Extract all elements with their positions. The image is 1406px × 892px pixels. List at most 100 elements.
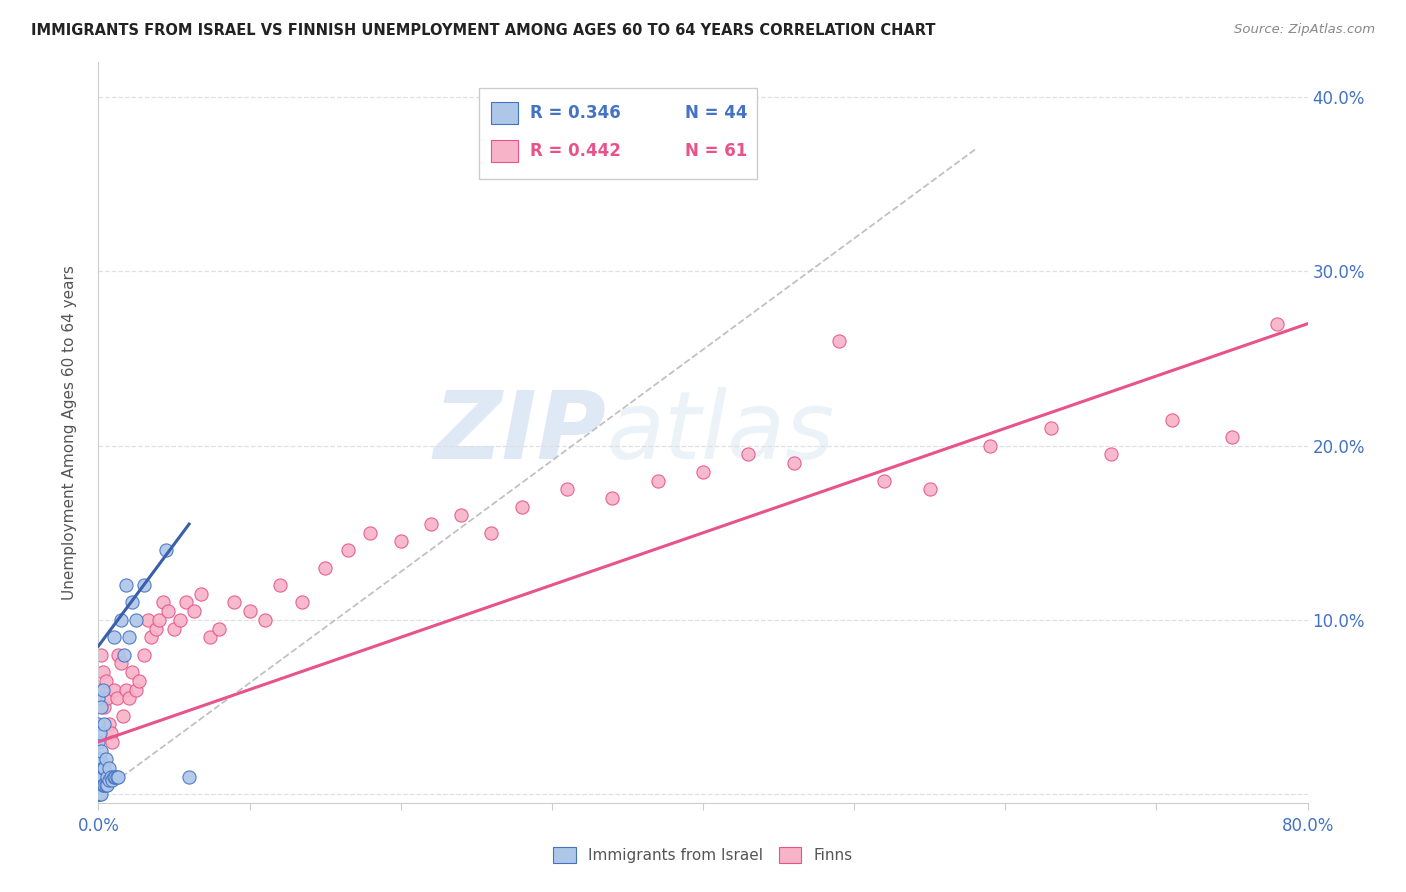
Point	[105, 770, 128, 784]
Text: R = 0.442: R = 0.442	[530, 143, 621, 161]
Point	[91, 778, 114, 792]
Point	[100, 770, 122, 784]
Point	[253, 613, 276, 627]
Point	[141, 630, 163, 644]
Text: N = 61: N = 61	[685, 143, 747, 161]
Point	[125, 613, 148, 627]
Point	[91, 665, 114, 680]
Point	[90, 648, 112, 662]
Point	[87, 787, 110, 801]
Point	[132, 648, 155, 662]
Point	[156, 604, 179, 618]
Point	[94, 673, 117, 688]
Text: atlas: atlas	[606, 387, 835, 478]
Point	[87, 752, 110, 766]
Point	[90, 770, 112, 784]
Point	[87, 682, 110, 697]
Point	[90, 700, 112, 714]
Point	[208, 622, 231, 636]
Point	[96, 778, 118, 792]
Point	[87, 770, 110, 784]
Point	[118, 691, 141, 706]
Point	[174, 595, 197, 609]
Point	[101, 773, 124, 788]
Point	[1267, 317, 1289, 331]
Point	[93, 761, 115, 775]
Point	[450, 508, 472, 523]
Point	[136, 613, 159, 627]
Text: IMMIGRANTS FROM ISRAEL VS FINNISH UNEMPLOYMENT AMONG AGES 60 TO 64 YEARS CORRELA: IMMIGRANTS FROM ISRAEL VS FINNISH UNEMPL…	[31, 23, 935, 38]
Point	[110, 613, 132, 627]
Point	[94, 778, 117, 792]
Point	[98, 717, 121, 731]
Point	[647, 474, 669, 488]
Point	[110, 657, 132, 671]
Point	[148, 613, 170, 627]
Text: R = 0.346: R = 0.346	[530, 103, 621, 122]
Point	[111, 708, 134, 723]
Point	[87, 761, 110, 775]
Point	[89, 787, 111, 801]
Point	[389, 534, 412, 549]
Point	[98, 761, 121, 775]
Point	[1220, 430, 1243, 444]
Text: Source: ZipAtlas.com: Source: ZipAtlas.com	[1234, 23, 1375, 37]
Point	[91, 682, 114, 697]
FancyBboxPatch shape	[479, 88, 758, 178]
Point	[107, 770, 129, 784]
Point	[89, 752, 111, 766]
Point	[692, 465, 714, 479]
Point	[87, 787, 110, 801]
Point	[121, 595, 143, 609]
Text: N = 44: N = 44	[685, 103, 748, 122]
Point	[87, 735, 110, 749]
Point	[224, 595, 246, 609]
FancyBboxPatch shape	[492, 140, 517, 162]
Point	[190, 587, 212, 601]
Point	[125, 682, 148, 697]
FancyBboxPatch shape	[492, 102, 517, 124]
Point	[169, 613, 191, 627]
Point	[93, 717, 115, 731]
Point	[602, 491, 624, 505]
Point	[873, 474, 896, 488]
Point	[918, 482, 941, 496]
Point	[1099, 447, 1122, 461]
Point	[145, 622, 167, 636]
Point	[93, 700, 115, 714]
Point	[828, 334, 851, 348]
Point	[103, 682, 125, 697]
Point	[1039, 421, 1062, 435]
Point	[155, 543, 177, 558]
Point	[94, 752, 117, 766]
Point	[481, 525, 503, 540]
Point	[128, 673, 150, 688]
Point	[112, 648, 135, 662]
Point	[783, 456, 806, 470]
Point	[96, 770, 118, 784]
Point	[100, 726, 122, 740]
Point	[737, 447, 759, 461]
Point	[101, 735, 124, 749]
Point	[114, 578, 136, 592]
Point	[336, 543, 359, 558]
Point	[87, 717, 110, 731]
Point	[200, 630, 222, 644]
Point	[179, 770, 201, 784]
Point	[96, 691, 118, 706]
Point	[269, 578, 291, 592]
Point	[98, 773, 121, 788]
Point	[91, 761, 114, 775]
Point	[555, 482, 578, 496]
Point	[360, 525, 382, 540]
Point	[89, 778, 111, 792]
Point	[291, 595, 314, 609]
Point	[420, 517, 443, 532]
Point	[183, 604, 205, 618]
Point	[163, 622, 186, 636]
Point	[107, 648, 129, 662]
Point	[104, 770, 127, 784]
Point	[118, 630, 141, 644]
Point	[93, 778, 115, 792]
Point	[105, 691, 128, 706]
